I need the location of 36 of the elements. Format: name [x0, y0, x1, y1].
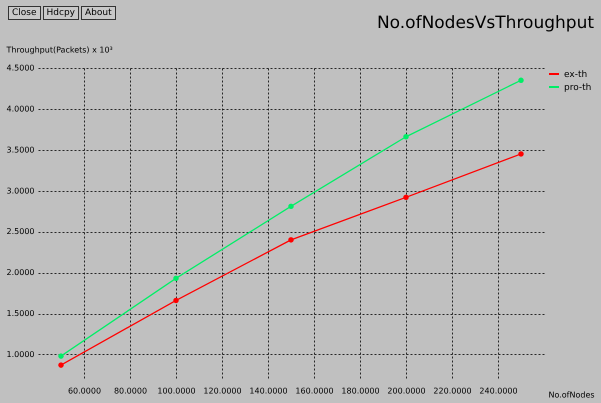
y-tick-label: 4.5000	[6, 64, 34, 72]
x-tick-label: 200.0000	[387, 386, 426, 396]
point	[173, 276, 179, 282]
point	[58, 362, 64, 368]
y-axis-title: Throughput(Packets) x 10³	[6, 46, 113, 54]
x-tick-label: 100.0000	[157, 386, 196, 396]
y-tick-label: 1.5000	[6, 309, 34, 318]
x-tick-label: 180.0000	[341, 386, 380, 396]
y-tick-label: 2.5000	[6, 227, 34, 236]
legend-label: ex-th	[564, 70, 588, 80]
y-tick-label: 4.0000	[6, 104, 34, 114]
point	[288, 237, 294, 243]
legend-label: pro-th	[564, 83, 592, 93]
y-tick-label: 1.0000	[6, 350, 34, 359]
point	[518, 151, 524, 157]
y-tick-label: 3.5000	[6, 145, 34, 154]
point	[288, 204, 294, 210]
text: Close	[8, 6, 41, 20]
x-tick-label: 80.0000	[114, 386, 148, 396]
point	[173, 298, 179, 304]
x-tick-label: 240.0000	[479, 386, 518, 396]
y-tick-label: 2.0000	[6, 268, 34, 278]
y-tick-label: 3.0000	[6, 186, 34, 196]
point	[518, 78, 524, 84]
x-tick-label: 220.0000	[433, 386, 472, 396]
point	[403, 194, 409, 200]
x-tick-label: 160.0000	[295, 386, 334, 396]
x-tick-label: 140.0000	[249, 386, 288, 396]
text: About	[81, 6, 116, 20]
point	[58, 353, 64, 359]
x-tick-label: 60.0000	[68, 386, 102, 396]
text: Hdcpy	[42, 6, 79, 20]
point	[403, 134, 409, 140]
x-tick-label: 120.0000	[203, 386, 242, 396]
chart-title: No.ofNodesVsThroughput	[376, 13, 594, 33]
x-axis-title: No.ofNodes	[548, 390, 595, 400]
